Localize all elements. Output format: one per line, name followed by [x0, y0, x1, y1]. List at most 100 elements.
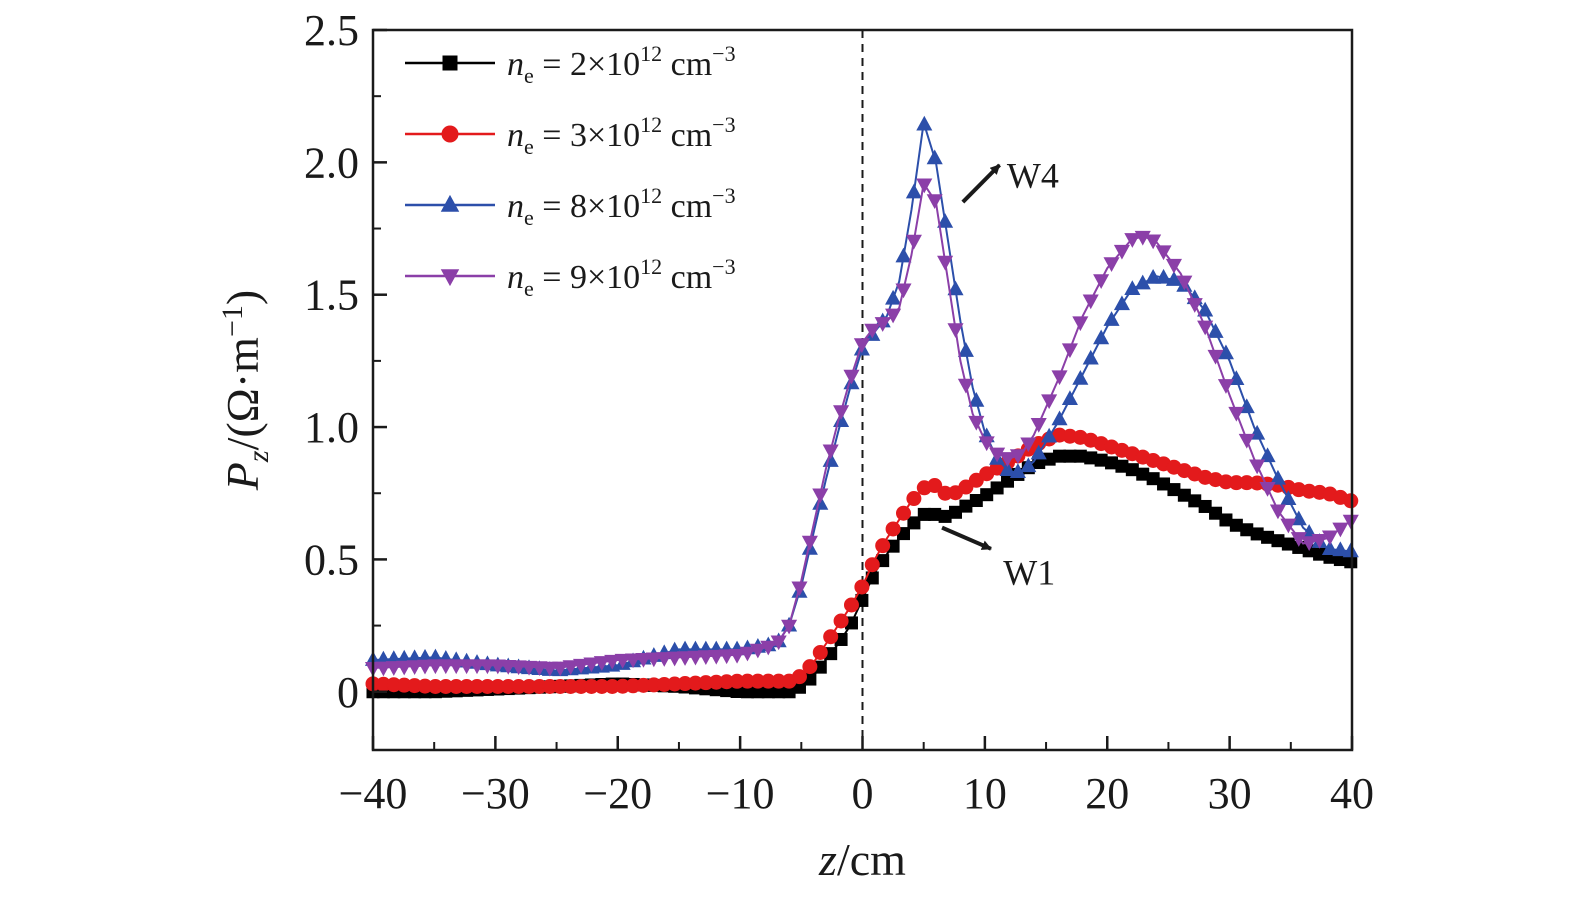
series-4-point [385, 661, 402, 676]
y-axis-unit-superscript: −1 [216, 305, 249, 337]
legend-label: ne = 8×1012 cm−3 [507, 183, 736, 230]
series-4-point [1238, 433, 1255, 449]
y-tick-label: 0.5 [304, 535, 359, 584]
series-4-point [593, 656, 610, 671]
series-4-point [1041, 394, 1058, 410]
series-4-point [957, 378, 974, 394]
series-4-point [947, 323, 964, 338]
series-1-point [990, 481, 1004, 495]
series-4-point [468, 659, 486, 675]
series-4-point [1009, 449, 1026, 464]
series-4-point [801, 535, 818, 551]
series-3-point [1269, 469, 1287, 485]
annotation-w1: W1 [941, 525, 1055, 593]
series-4-point [552, 661, 569, 677]
series-3-point [1238, 398, 1255, 414]
legend-marker-swatch [442, 55, 458, 71]
series-4-point [520, 660, 538, 676]
series-3-point [1217, 344, 1234, 360]
series-4-point [1103, 257, 1120, 272]
legend: ne = 2×1012 cm−3 ne = 3×1012 cm−3 ne = 8×1… [405, 41, 736, 301]
series-4-point [1197, 320, 1214, 336]
series-4-point [833, 405, 850, 421]
series-4-point [427, 659, 444, 675]
series-2-point [833, 613, 849, 629]
series-4-point [1145, 234, 1162, 250]
series-4-point [697, 650, 714, 666]
series-4-point [687, 650, 704, 666]
series-2-point [802, 659, 818, 675]
legend-item-2: ne = 3×1012 cm−3 [405, 112, 736, 159]
annotation-arrow [961, 163, 1001, 204]
series-4-point [1020, 437, 1037, 453]
series-4-point [864, 323, 881, 339]
series-3-point [1155, 268, 1172, 284]
legend-item-4: ne = 9×1012 cm−3 [405, 254, 736, 301]
series-4-point [760, 640, 777, 656]
series-4-point [708, 649, 725, 665]
x-tick-label: −10 [706, 769, 775, 818]
series-3-point [1321, 540, 1339, 555]
series-4-point [874, 317, 891, 332]
legend-marker-swatch [441, 125, 459, 143]
series-2-point [885, 521, 901, 537]
series-4-point [895, 283, 912, 299]
legend-marker-swatch [440, 269, 460, 287]
legend-marker-swatch [440, 194, 460, 212]
series-4-point [562, 660, 579, 675]
series-2-point [927, 478, 943, 494]
series-4-point [1290, 532, 1307, 547]
series-4-point [1228, 406, 1245, 422]
series-4-point [572, 658, 590, 674]
series-3-point [1051, 410, 1068, 426]
legend-label: ne = 9×1012 cm−3 [507, 254, 736, 301]
y-axis-variable: P [217, 462, 268, 491]
series-3-point [885, 289, 902, 305]
series-4-point [489, 659, 506, 675]
series-2-point [823, 629, 839, 645]
series-4-point [1124, 233, 1141, 248]
series-4-point [1259, 482, 1276, 497]
series-4-point [905, 234, 922, 250]
series-3-point [947, 280, 964, 296]
series-4-point [416, 659, 434, 675]
series-4-point [1321, 530, 1339, 546]
series-4-point [1301, 536, 1318, 552]
series-3-point [926, 149, 943, 165]
series-4-point [1217, 379, 1234, 394]
y-axis-title: Pz/(Ω·m−1) [216, 290, 275, 491]
series-1-line [373, 455, 1353, 693]
series-4-point [1207, 349, 1224, 365]
series-3-point [905, 183, 922, 199]
legend-label: ne = 2×1012 cm−3 [507, 41, 736, 88]
series-3-point [1197, 301, 1214, 317]
series-2-point [791, 669, 807, 685]
x-tick-label: 0 [852, 769, 874, 818]
x-tick-label: −30 [461, 769, 530, 818]
series-3-point [1259, 447, 1276, 463]
series-4-point [812, 488, 829, 504]
series-4-point [604, 654, 621, 670]
series-4 [364, 178, 1359, 677]
series-3-point [1093, 329, 1110, 345]
series-3-point [1020, 457, 1037, 473]
y-tick-label: 1.5 [304, 271, 359, 320]
y-axis-unit-open: /(Ω·m [217, 337, 268, 451]
series-4-point [822, 444, 839, 460]
series-4-point [677, 651, 694, 666]
annotation-arrow [941, 525, 992, 551]
series-4-point [1051, 370, 1068, 386]
series-4-point [781, 619, 798, 635]
series-3-point [916, 115, 933, 131]
series-3-point [1113, 295, 1130, 311]
series-3-point [968, 392, 985, 407]
series-4-point [1093, 274, 1110, 289]
series-1-point [980, 488, 994, 502]
series-4-point [448, 659, 465, 675]
annotation-w4: W4 [961, 156, 1059, 204]
series-3-point [937, 213, 954, 228]
series-3-point [1082, 349, 1099, 365]
series-3-point [1072, 370, 1089, 385]
series-4-point [656, 652, 673, 667]
series-4-point [1332, 522, 1349, 538]
